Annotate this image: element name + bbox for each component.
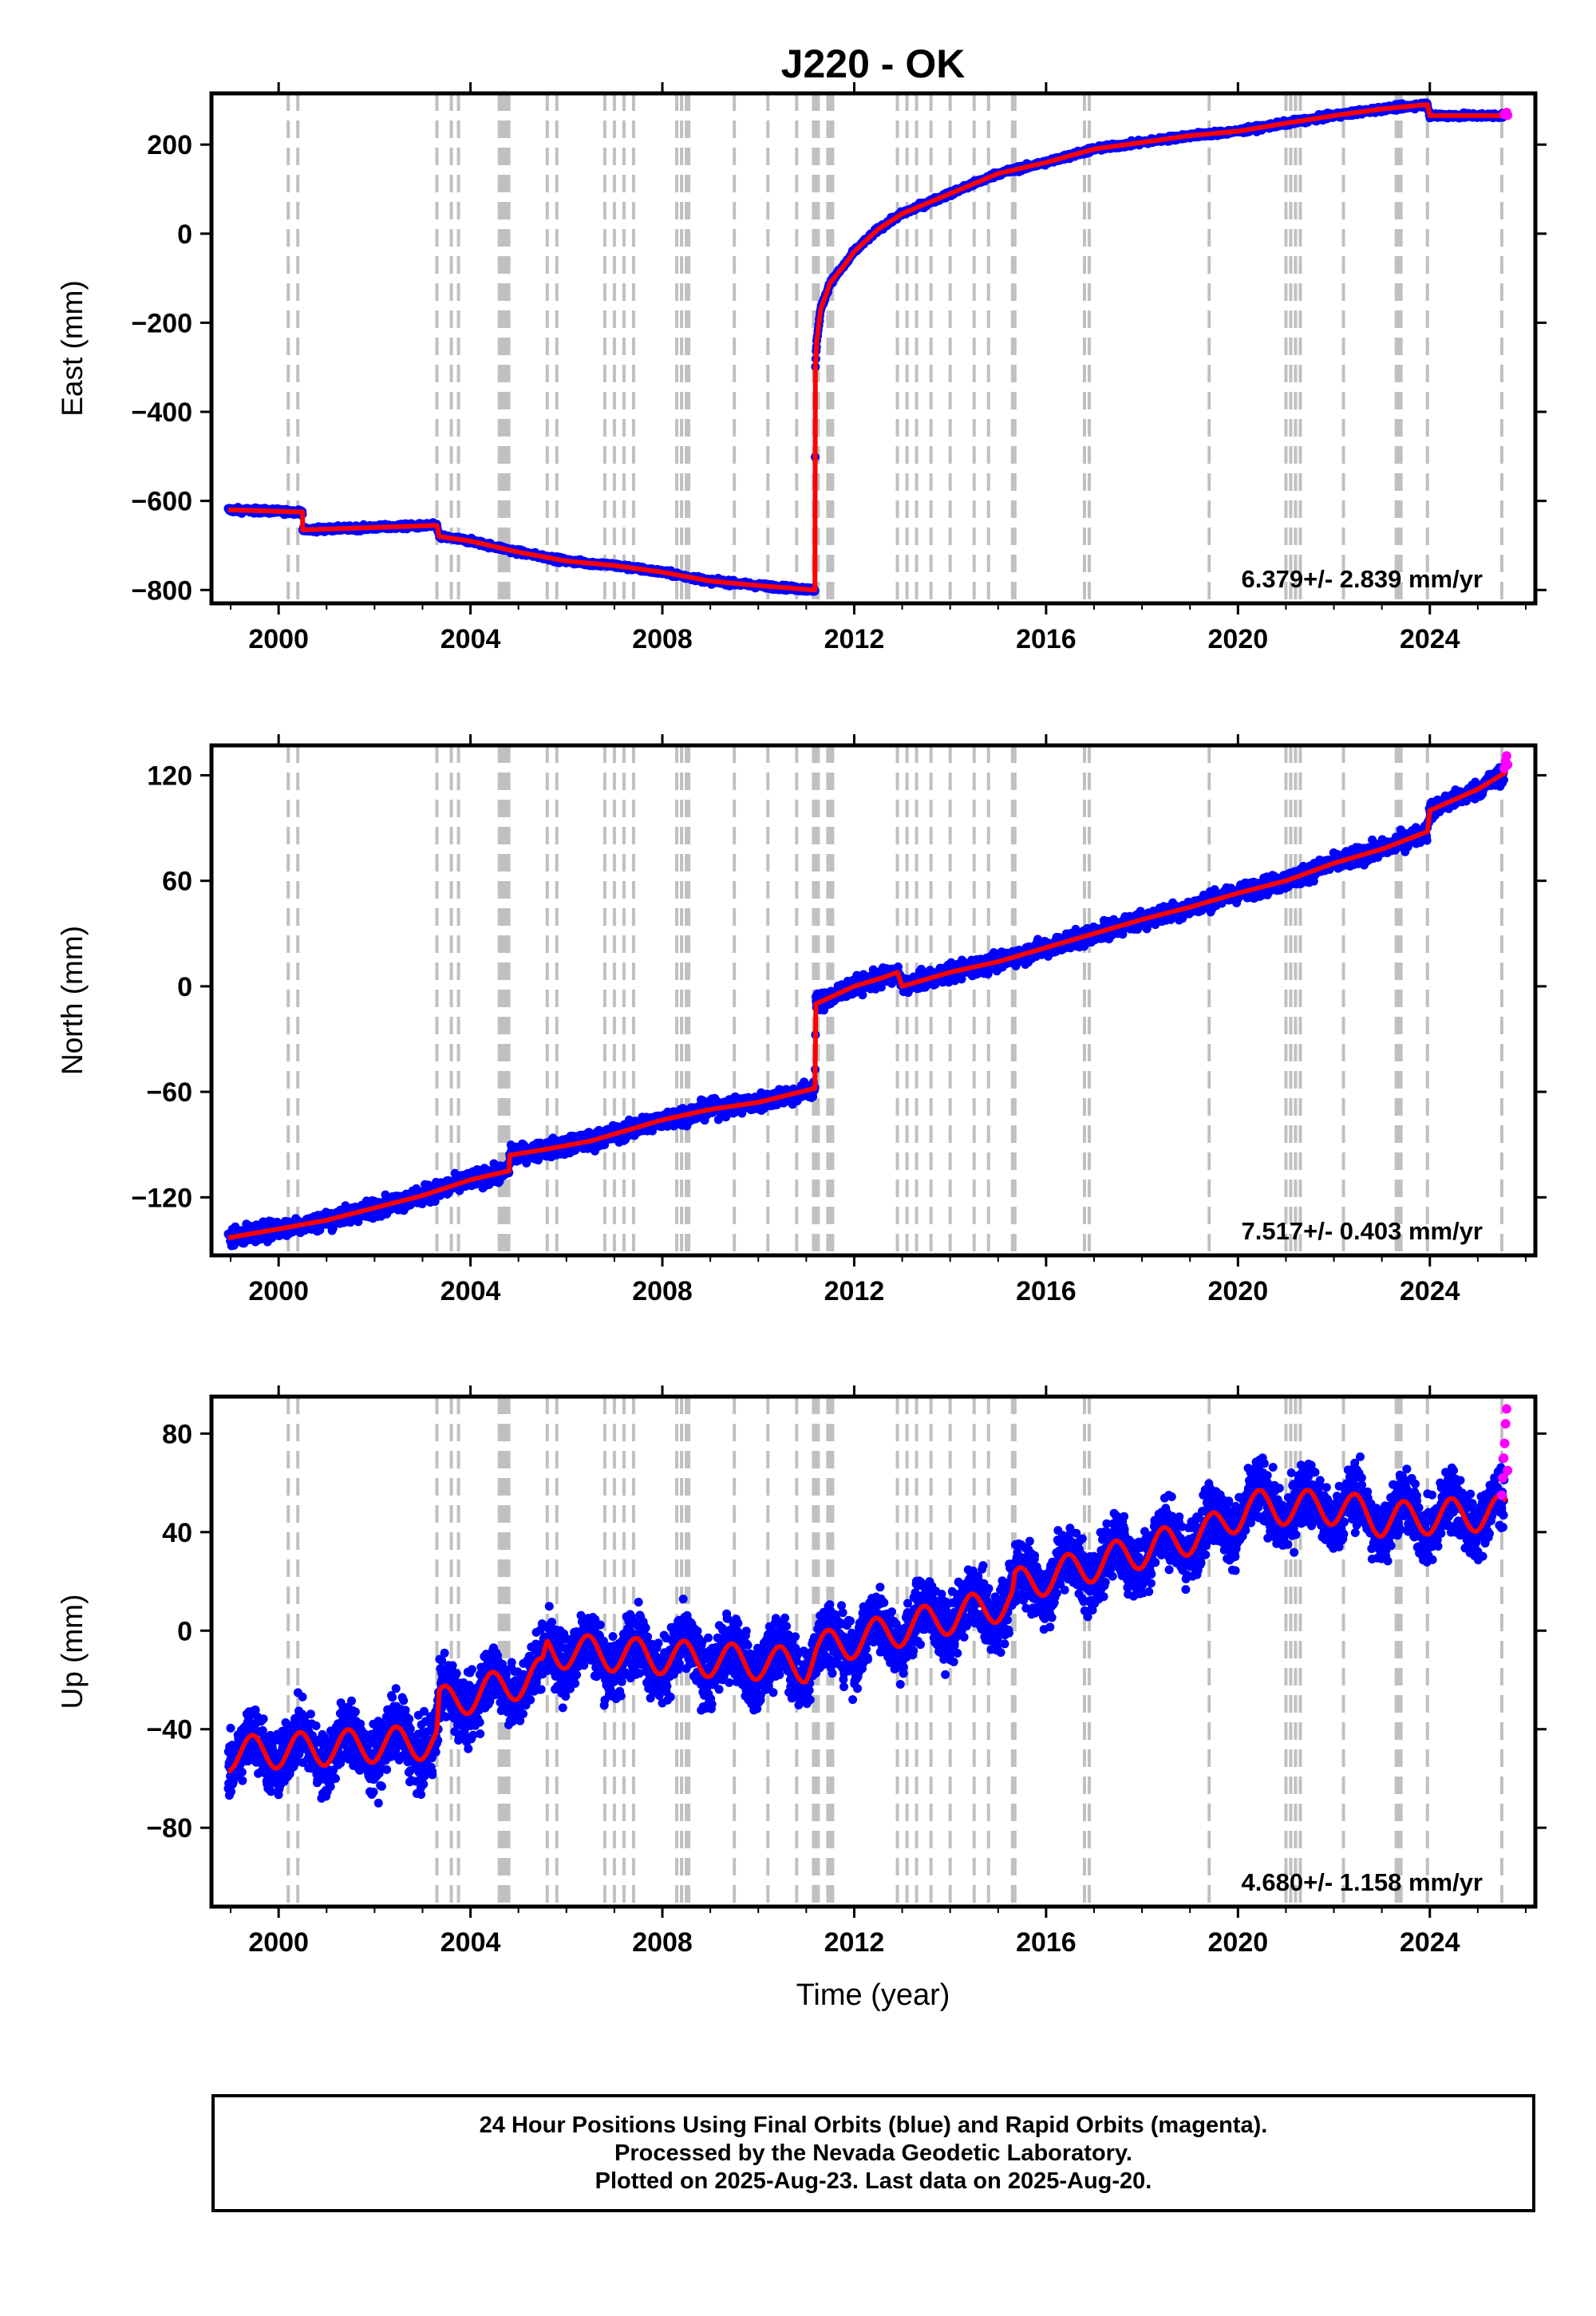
rapid-point <box>1503 110 1513 121</box>
plot-frame <box>209 91 1538 606</box>
model-line <box>227 102 1507 593</box>
panels: −800 −600 −400 −200 0 200 2000 2004 2008 2012 2016… <box>56 82 1547 1958</box>
event-lines <box>286 93 1503 603</box>
y-axis-label: East (mm) <box>56 280 89 417</box>
y-tick-label: −600 <box>131 487 192 517</box>
y-tick-label: −800 <box>131 575 192 606</box>
rapid-orbit-points <box>1499 107 1513 121</box>
x-tick-label: 2000 <box>248 624 309 654</box>
y-tick-label: −200 <box>131 308 192 338</box>
x-tick-label: 2024 <box>1400 624 1460 654</box>
y-tick-label: −400 <box>131 397 192 428</box>
panel-east: −800 −600 −400 −200 0 200 2000 2004 2008 2012 2016… <box>56 82 1547 654</box>
x-tick-label: 2008 <box>632 624 693 654</box>
velocity-annotation: 6.379+/- 2.839 mm/yr <box>1242 565 1483 593</box>
chart-title: J220 - OK <box>781 41 966 86</box>
y-tick-label: 0 <box>177 219 192 250</box>
y-tick-label: 200 <box>147 130 192 160</box>
final-orbit-points <box>223 98 1508 596</box>
x-tick-label: 2012 <box>824 624 885 654</box>
x-tick-label: 2016 <box>1016 624 1077 654</box>
x-tick-label: 2004 <box>440 624 501 654</box>
final-orbit-points <box>223 762 1508 1251</box>
x-tick-label: 2020 <box>1208 624 1269 654</box>
